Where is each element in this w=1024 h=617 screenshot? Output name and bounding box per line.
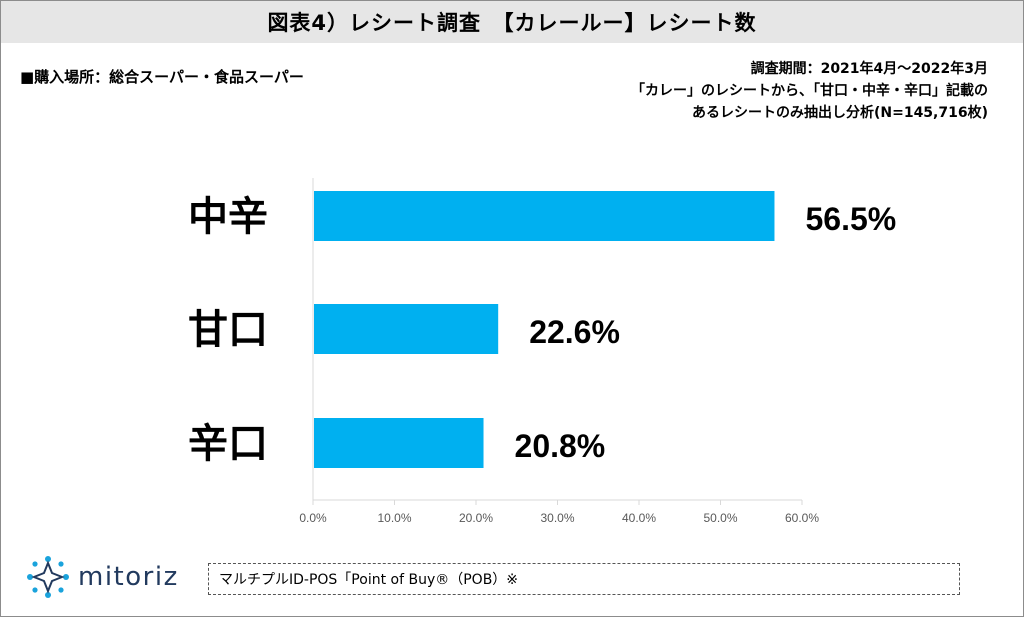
survey-sample: あるレシートのみ抽出し分析(N=145,716枚): [691, 105, 988, 121]
data-label: 56.5%: [805, 201, 896, 237]
title-bar: 図表4）レシート調査 【カレールー】レシート数: [1, 1, 1023, 43]
x-tick-label: 40.0%: [622, 511, 656, 525]
data-label: 22.6%: [529, 314, 620, 350]
bar: [314, 191, 775, 241]
data-label: 20.8%: [515, 428, 606, 464]
survey-notes: 調査期間：2021年4月～2022年3月 「カレー」のレシートから、「甘口・中辛…: [631, 58, 988, 124]
category-label: 辛口: [188, 421, 268, 467]
purchase-place: ■購入場所：総合スーパー・食品スーパー: [20, 68, 304, 86]
mitoriz-logo: mitoriz: [26, 555, 179, 599]
bar: [314, 418, 484, 468]
bar: [314, 304, 499, 354]
category-label: 甘口: [188, 307, 268, 353]
category-label: 中辛: [188, 194, 268, 240]
x-tick-label: 0.0%: [299, 511, 327, 525]
x-tick-label: 20.0%: [459, 511, 493, 525]
x-tick-label: 10.0%: [377, 511, 411, 525]
x-tick-label: 30.0%: [540, 511, 574, 525]
x-tick-label: 50.0%: [703, 511, 737, 525]
logo-text: mitoriz: [78, 562, 179, 592]
logo-mark-icon: [27, 556, 69, 598]
page-title: 図表4）レシート調査 【カレールー】レシート数: [267, 11, 757, 35]
x-tick-label: 60.0%: [785, 511, 819, 525]
source-note: マルチプルID-POS「Point of Buy®（POB）※: [208, 563, 960, 595]
survey-method: 「カレー」のレシートから、「甘口・中辛・辛口」記載の: [631, 83, 988, 99]
survey-period: 調査期間：2021年4月～2022年3月: [750, 61, 988, 77]
